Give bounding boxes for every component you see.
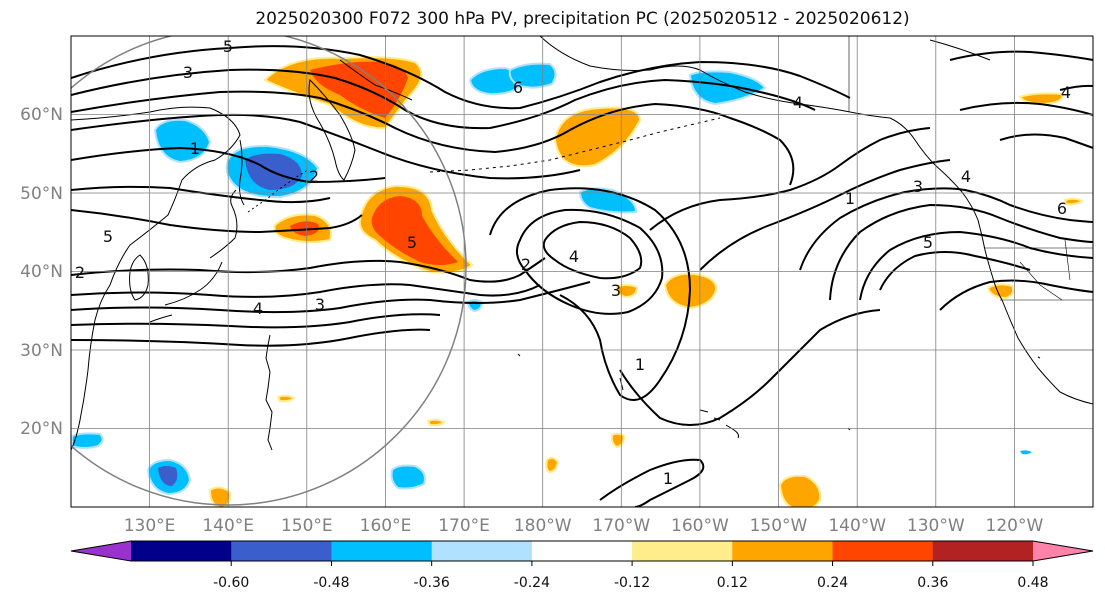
colorbar-tick-label: 0.48 (1017, 575, 1048, 591)
coastlines (71, 36, 1093, 451)
map-frame (70, 35, 1094, 508)
contour-label: 4 (961, 167, 971, 186)
colorbar-tick-label: -0.60 (213, 575, 249, 591)
colorbar-outline (70, 540, 1094, 562)
contour-label: 5 (923, 233, 933, 252)
colorbar-segment (331, 541, 433, 561)
latitude-labels: 20°N 30°N 40°N 50°N 60°N (20, 105, 63, 439)
lon-label: 150°E (281, 516, 333, 536)
colorbar-segment (431, 541, 533, 561)
lat-label: 30°N (20, 341, 63, 361)
lat-label: 60°N (20, 105, 63, 125)
lon-label: 180°W (514, 516, 572, 536)
colorbar-segment (732, 541, 834, 561)
colorbar-segment (932, 541, 1034, 561)
lon-label: 140°W (828, 516, 886, 536)
colorbar-segment (231, 541, 332, 561)
lon-label: 170°W (592, 516, 650, 536)
lon-label: 130°E (124, 516, 176, 536)
contour-label: 4 (569, 247, 579, 266)
contour-label: 2 (521, 255, 531, 274)
colorbar-extend-max (1033, 541, 1093, 561)
contour-label: 6 (1057, 199, 1067, 218)
pv-contour-labels: 5 3 6 1 2 4 5 3 4 2 5 2 4 3 1 1 4 1 3 4 … (75, 37, 1071, 488)
contour-label: 2 (75, 263, 85, 282)
colorbar-tick-label: -0.48 (313, 575, 349, 591)
colorbar-extend-min (71, 541, 131, 561)
colorbar-segment (632, 541, 733, 561)
colorbar-tick-label: -0.12 (614, 575, 650, 591)
colorbar-segment (531, 541, 633, 561)
contour-label: 4 (1061, 83, 1071, 102)
contour-label: 1 (635, 355, 645, 374)
contour-label: 3 (315, 295, 325, 314)
contour-label: 4 (793, 93, 803, 112)
lon-label: 140°E (202, 516, 254, 536)
lon-label: 160°E (360, 516, 412, 536)
contour-label: 5 (103, 227, 113, 246)
lat-label: 50°N (20, 184, 63, 204)
colorbar-tick-label: 0.36 (917, 575, 948, 591)
lat-label: 40°N (20, 262, 63, 282)
colorbar-segments (70, 540, 1094, 562)
colorbar-tick-label: -0.36 (414, 575, 450, 591)
contour-label: 1 (663, 469, 673, 488)
contour-label: 2 (309, 167, 319, 186)
lon-label: 150°W (750, 516, 808, 536)
longitude-labels: 130°E 140°E 150°E 160°E 170°E 180°W 170°… (124, 516, 1044, 536)
lon-label: 130°W (907, 516, 965, 536)
contour-label: 4 (253, 299, 263, 318)
contour-label: 5 (407, 233, 417, 252)
contour-label: 3 (183, 63, 193, 82)
precip-negative-shading (71, 62, 1032, 496)
pv-contours (71, 45, 1093, 507)
region-circle (71, 36, 467, 506)
colorbar: -0.60 -0.48 -0.36 -0.24 -0.12 0.12 0.24 0.36 0.4… (70, 540, 1094, 591)
colorbar-tick-label: -0.24 (514, 575, 550, 591)
contour-label: 3 (611, 281, 621, 300)
colorbar-tick-label: 0.24 (817, 575, 848, 591)
figure-title: 2025020300 F072 300 hPa PV, precipitatio… (255, 9, 910, 29)
map-gridlines (71, 36, 1093, 507)
contour-label: 3 (913, 177, 923, 196)
contour-label: 6 (513, 78, 523, 97)
colorbar-ticks (230, 561, 1034, 566)
colorbar-segment (131, 541, 232, 561)
colorbar-tick-labels: -0.60 -0.48 -0.36 -0.24 -0.12 0.12 0.24 0.36 0.4… (213, 575, 1048, 591)
lon-label: 160°W (671, 516, 729, 536)
colorbar-segment (832, 541, 934, 561)
lon-label: 120°W (986, 516, 1044, 536)
lon-label: 170°E (438, 516, 490, 536)
colorbar-tick-label: 0.12 (717, 575, 748, 591)
lat-label: 20°N (20, 419, 63, 439)
contour-label: 5 (223, 37, 233, 56)
precip-positive-shading (208, 56, 1084, 507)
contour-label: 1 (845, 189, 855, 208)
contour-label: 1 (190, 139, 200, 158)
